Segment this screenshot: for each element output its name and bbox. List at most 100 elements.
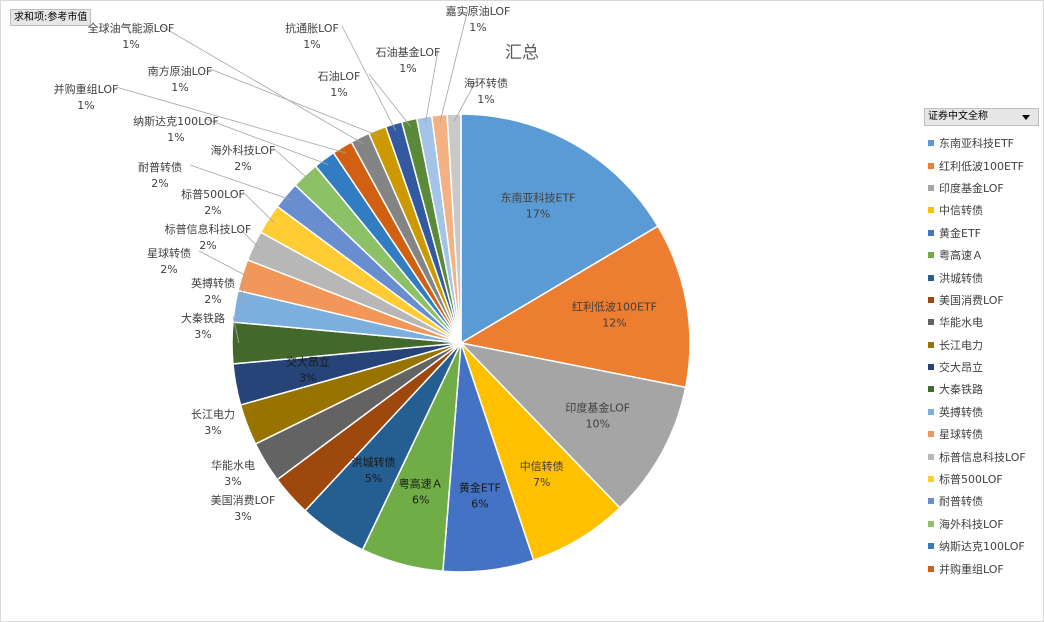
pie-slice[interactable]: [446, 113, 462, 344]
leader-line: [368, 73, 412, 127]
leader-line: [242, 191, 275, 223]
legend-label: 交大昂立: [939, 361, 983, 375]
data-label: 海外科技LOF 2%: [211, 143, 276, 173]
data-label: 长江电力 3%: [191, 408, 235, 437]
leader-line: [115, 86, 347, 154]
legend-label: 中信转债: [939, 204, 983, 218]
data-label: 星球转债 2%: [147, 246, 191, 276]
legend-swatch-icon: [928, 252, 934, 259]
data-label: 全球油气能源LOF 1%: [88, 21, 175, 51]
legend-label: 星球转债: [939, 428, 983, 442]
legend-swatch-icon: [928, 520, 934, 527]
leader-line: [189, 164, 292, 201]
data-label: 并购重组LOF 1%: [54, 82, 119, 112]
data-label: 东南亚科技ETF 17%: [501, 191, 576, 221]
pie-slice[interactable]: [460, 342, 622, 562]
data-label: 美国消费LOF 3%: [211, 493, 276, 523]
field-button[interactable]: 求和项:参考市值: [10, 9, 92, 26]
leader-line: [237, 226, 261, 249]
leader-line: [209, 68, 380, 137]
data-label: 英搏转债 2%: [191, 276, 235, 306]
legend-entry[interactable]: 海外科技LOF: [924, 513, 1039, 535]
legend-swatch-icon: [928, 408, 934, 415]
data-label: 红利低波100ETF 12%: [572, 301, 657, 330]
pie-slice[interactable]: [458, 341, 687, 509]
pie-slice[interactable]: [458, 225, 691, 389]
legend-swatch-icon: [928, 543, 934, 550]
legend-label: 耐普转债: [939, 495, 983, 509]
legend-entry[interactable]: 美国消费LOF: [924, 289, 1039, 311]
data-label: 中信转债 7%: [520, 459, 564, 489]
legend-entry[interactable]: 粤高速Ａ: [924, 244, 1039, 266]
dropdown-arrow-icon[interactable]: [1022, 115, 1030, 120]
legend-swatch-icon: [928, 162, 934, 169]
leader-line: [272, 147, 311, 181]
legend-entry[interactable]: 华能水电: [924, 311, 1039, 333]
legend-entry[interactable]: 标普500LOF: [924, 468, 1039, 490]
legend-swatch-icon: [928, 431, 934, 438]
data-label: 粤高速Ａ 6%: [399, 476, 443, 506]
legend-header-label: 证券中文全称: [928, 111, 988, 122]
legend-entry[interactable]: 交大昂立: [924, 356, 1039, 378]
legend-label: 大秦铁路: [939, 383, 983, 397]
legend-filter-button[interactable]: 证券中文全称: [924, 108, 1039, 126]
legend-label: 黄金ETF: [939, 226, 981, 240]
legend-label: 标普信息科技LOF: [939, 450, 1026, 464]
legend-swatch-icon: [928, 184, 934, 191]
leader-line: [160, 25, 364, 144]
legend-swatch-icon: [928, 476, 934, 483]
data-label: 交大昂立 3%: [286, 354, 330, 384]
legend-entry[interactable]: 黄金ETF: [924, 222, 1039, 244]
legend-entry[interactable]: 星球转债: [924, 423, 1039, 445]
leader-line: [439, 8, 469, 122]
legend-swatch-icon: [928, 274, 934, 281]
data-label: 华能水电 3%: [211, 458, 255, 488]
legend: 证券中文全称 东南亚科技ETF 红利低波100ETF 印度基金LOF 中信转债黄金ET…: [924, 108, 1039, 580]
legend-label: 长江电力: [939, 338, 983, 352]
legend-entry[interactable]: 红利低波100ETF: [924, 154, 1039, 176]
data-label: 嘉实原油LOF 1%: [446, 4, 511, 34]
legend-entry[interactable]: 印度基金LOF: [924, 177, 1039, 199]
data-label: 大秦铁路 3%: [181, 311, 225, 341]
data-label: 石油LOF 1%: [318, 69, 361, 99]
legend-label: 华能水电: [939, 316, 983, 330]
pie-slice[interactable]: [460, 113, 659, 345]
data-label: 耐普转债 2%: [138, 160, 182, 190]
legend-swatch-icon: [928, 364, 934, 371]
legend-swatch-icon: [928, 229, 934, 236]
chart-title: 汇总: [505, 43, 539, 63]
legend-entry[interactable]: 纳斯达克100LOF: [924, 535, 1039, 557]
legend-entry[interactable]: 中信转债: [924, 199, 1039, 221]
legend-label: 粤高速Ａ: [939, 249, 983, 263]
legend-swatch-icon: [928, 453, 934, 460]
legend-entry[interactable]: 标普信息科技LOF: [924, 445, 1039, 467]
data-label: 标普500LOF 2%: [181, 187, 245, 217]
legend-entry[interactable]: 东南亚科技ETF: [924, 132, 1039, 154]
legend-entry[interactable]: 英搏转债: [924, 401, 1039, 423]
leader-line: [232, 315, 240, 344]
legend-label: 英搏转债: [939, 405, 983, 419]
legend-entry[interactable]: 长江电力: [924, 334, 1039, 356]
legend-entry[interactable]: 耐普转债: [924, 490, 1039, 512]
leader-line: [198, 250, 250, 278]
legend-entry[interactable]: 洪城转债: [924, 266, 1039, 288]
legend-swatch-icon: [928, 498, 934, 505]
legend-label: 海外科技LOF: [939, 517, 1004, 531]
legend-swatch-icon: [928, 565, 934, 572]
legend-swatch-icon: [928, 386, 934, 393]
leader-line: [205, 118, 329, 166]
data-label: 纳斯达克100LOF 1%: [133, 115, 219, 144]
data-label: 石油基金LOF 1%: [376, 45, 441, 75]
legend-entry[interactable]: 并购重组LOF: [924, 557, 1039, 579]
legend-label: 美国消费LOF: [939, 293, 1004, 307]
legend-label: 红利低波100ETF: [939, 159, 1024, 173]
legend-entry[interactable]: 大秦铁路: [924, 378, 1039, 400]
legend-label: 并购重组LOF: [939, 562, 1004, 576]
data-label: 黄金ETF 6%: [459, 481, 501, 511]
data-label: 洪城转债 5%: [352, 455, 396, 485]
leader-line: [241, 280, 244, 308]
legend-label: 纳斯达克100LOF: [939, 540, 1025, 554]
legend-label: 东南亚科技ETF: [939, 137, 1014, 151]
data-label: 印度基金LOF 10%: [565, 401, 630, 431]
